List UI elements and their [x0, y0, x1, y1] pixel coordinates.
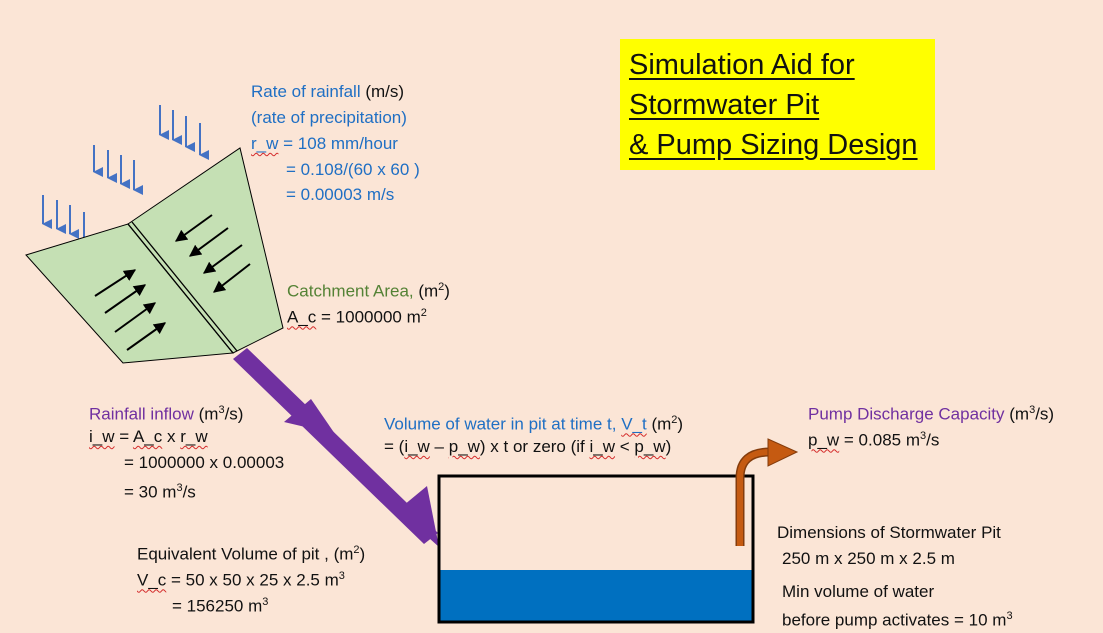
catchment-area-icon	[25, 147, 284, 364]
rainfall-heading-unit: (m/s)	[365, 82, 405, 101]
pump-heading: Pump Discharge Capacity (m3/s)	[808, 398, 1054, 427]
equivalent-heading-text: Equivalent Volume of pit , (m	[137, 544, 354, 564]
pit-volume-var: V_t	[621, 414, 647, 434]
inflow-heading: Rainfall inflow (m3/s)	[89, 398, 243, 427]
equivalent-heading: Equivalent Volume of pit , (m2)	[137, 538, 365, 567]
equivalent-eq2-sup: 3	[262, 596, 269, 608]
rainfall-eq-2: = 0.108/(60 x 60 )	[286, 160, 420, 179]
pit-volume-eq-var1: i_w	[404, 437, 430, 456]
catchment-eq-text: = 1000000 m	[316, 307, 421, 327]
pit-volume-eq-pre: = (	[384, 437, 405, 456]
min-volume-line2-pre: before pump activates = 10 m	[782, 610, 1007, 630]
inflow-eq1-mid2: x	[162, 427, 181, 446]
pump-eq: p_w = 0.085 m3/s	[808, 424, 939, 453]
dimensions-heading: Dimensions of Stormwater Pit	[777, 520, 1001, 545]
equivalent-eq-1: V_c = 50 x 50 x 25 x 2.5 m3	[137, 564, 345, 593]
inflow-heading-text: Rainfall inflow	[89, 404, 194, 424]
pit-volume-eq-var2: p_w	[448, 437, 480, 456]
catchment-var: A_c	[287, 307, 317, 327]
equivalent-eq-2: = 156250 m3	[172, 590, 268, 619]
rainfall-eq1-text: = 108 mm/hour	[278, 134, 398, 153]
pump-heading-text: Pump Discharge Capacity	[808, 404, 1005, 424]
pit-volume-eq-var3: i_w	[589, 437, 616, 456]
pit-volume-unit-sup: 2	[671, 414, 678, 426]
inflow-eq3-pre: = 30 m	[124, 482, 177, 502]
inflow-unit-post: /s)	[224, 404, 244, 424]
pit-volume-heading: Volume of water in pit at time t, V_t (m…	[384, 408, 683, 437]
pit-volume-heading-text: Volume of water in pit at time t,	[384, 414, 617, 434]
stormwater-pit-icon	[437, 474, 755, 624]
dimensions-heading-text: Dimensions of Stormwater Pit	[777, 523, 1001, 542]
pump-var: p_w	[808, 430, 840, 450]
min-volume-line-1: Min volume of water	[782, 582, 935, 601]
equivalent-eq1-pre: = 50 x 50 x 25 x 2.5 m	[166, 570, 339, 590]
catchment-heading: Catchment Area, (m2)	[287, 275, 450, 304]
pit-volume-eq-post: )	[665, 437, 672, 456]
pump-pipe-icon	[735, 438, 799, 546]
rainfall-heading: Rate of rainfall (m/s)	[251, 79, 404, 104]
inflow-eq-3: = 30 m3/s	[124, 476, 196, 505]
catchment-heading-text: Catchment Area,	[287, 281, 414, 301]
catchment-unit-post: )	[444, 281, 450, 301]
pump-eq-sup: 3	[920, 430, 927, 442]
pit-volume-unit-post: )	[677, 414, 684, 434]
pump-unit-post: /s)	[1035, 404, 1055, 424]
rainfall-subheading: (rate of precipitation)	[251, 108, 407, 127]
catchment-eq: A_c = 1000000 m2	[287, 301, 427, 330]
inflow-eq3-sup: 3	[176, 482, 183, 494]
rainfall-heading-text: Rate of rainfall	[251, 82, 361, 101]
pit-volume-eq-mid2: ) x t or zero (if	[479, 437, 590, 456]
pump-eq-post: /s	[926, 430, 940, 450]
inflow-var1: i_w	[89, 427, 115, 446]
pump-unit-sup: 3	[1029, 404, 1036, 416]
inflow-eq-1: i_w = A_c x r_w	[89, 424, 208, 449]
equivalent-heading-sup: 2	[353, 544, 360, 556]
inflow-unit-pre: (m	[193, 404, 219, 424]
pit-volume-eq-mid3: <	[615, 437, 635, 456]
pit-volume-eq-mid: –	[429, 437, 449, 456]
inflow-unit-sup: 3	[218, 404, 225, 416]
catchment-unit-sup: 2	[438, 281, 445, 293]
min-volume-line-2: before pump activates = 10 m3	[782, 604, 1013, 633]
rainfall-var: r_w	[251, 134, 279, 153]
title-line-2: Stormwater Pit	[629, 89, 820, 121]
equivalent-eq2-pre: = 156250 m	[172, 596, 263, 616]
catchment-eq-sup: 2	[420, 307, 427, 319]
pit-volume-unit-pre: (m	[646, 414, 672, 434]
catchment-unit-pre: (m	[413, 281, 439, 301]
min-volume-line2-sup: 3	[1006, 610, 1013, 622]
equivalent-heading-post: )	[359, 544, 366, 564]
pit-volume-eq: = (i_w – p_w) x t or zero (if i_w < p_w)	[384, 434, 671, 459]
rain-arrows-icon	[42, 105, 209, 245]
inflow-var3: r_w	[180, 427, 208, 446]
equivalent-eq1-sup: 3	[338, 570, 345, 582]
dimensions-value: 250 m x 250 m x 2.5 m	[782, 549, 955, 568]
inflow-eq1-mid: =	[114, 427, 133, 446]
inflow-eq3-post: /s	[182, 482, 196, 502]
rainfall-eq-1: r_w = 108 mm/hour	[251, 131, 398, 156]
inflow-arrow-icon	[233, 348, 439, 547]
inflow-eq-2: = 1000000 x 0.00003	[124, 453, 285, 472]
title-line-3: & Pump Sizing Design	[629, 129, 918, 161]
rainfall-eq-3: = 0.00003 m/s	[286, 185, 395, 204]
inflow-var2: A_c	[132, 427, 163, 446]
title-box: Simulation Aid for Stormwater Pit & Pump…	[620, 39, 935, 170]
pump-eq-pre: = 0.085 m	[839, 430, 920, 450]
title-line-1: Simulation Aid for	[629, 49, 855, 81]
pump-unit-pre: (m	[1004, 404, 1030, 424]
pit-volume-eq-var4: p_w	[634, 437, 666, 456]
equivalent-var: V_c	[137, 570, 167, 590]
